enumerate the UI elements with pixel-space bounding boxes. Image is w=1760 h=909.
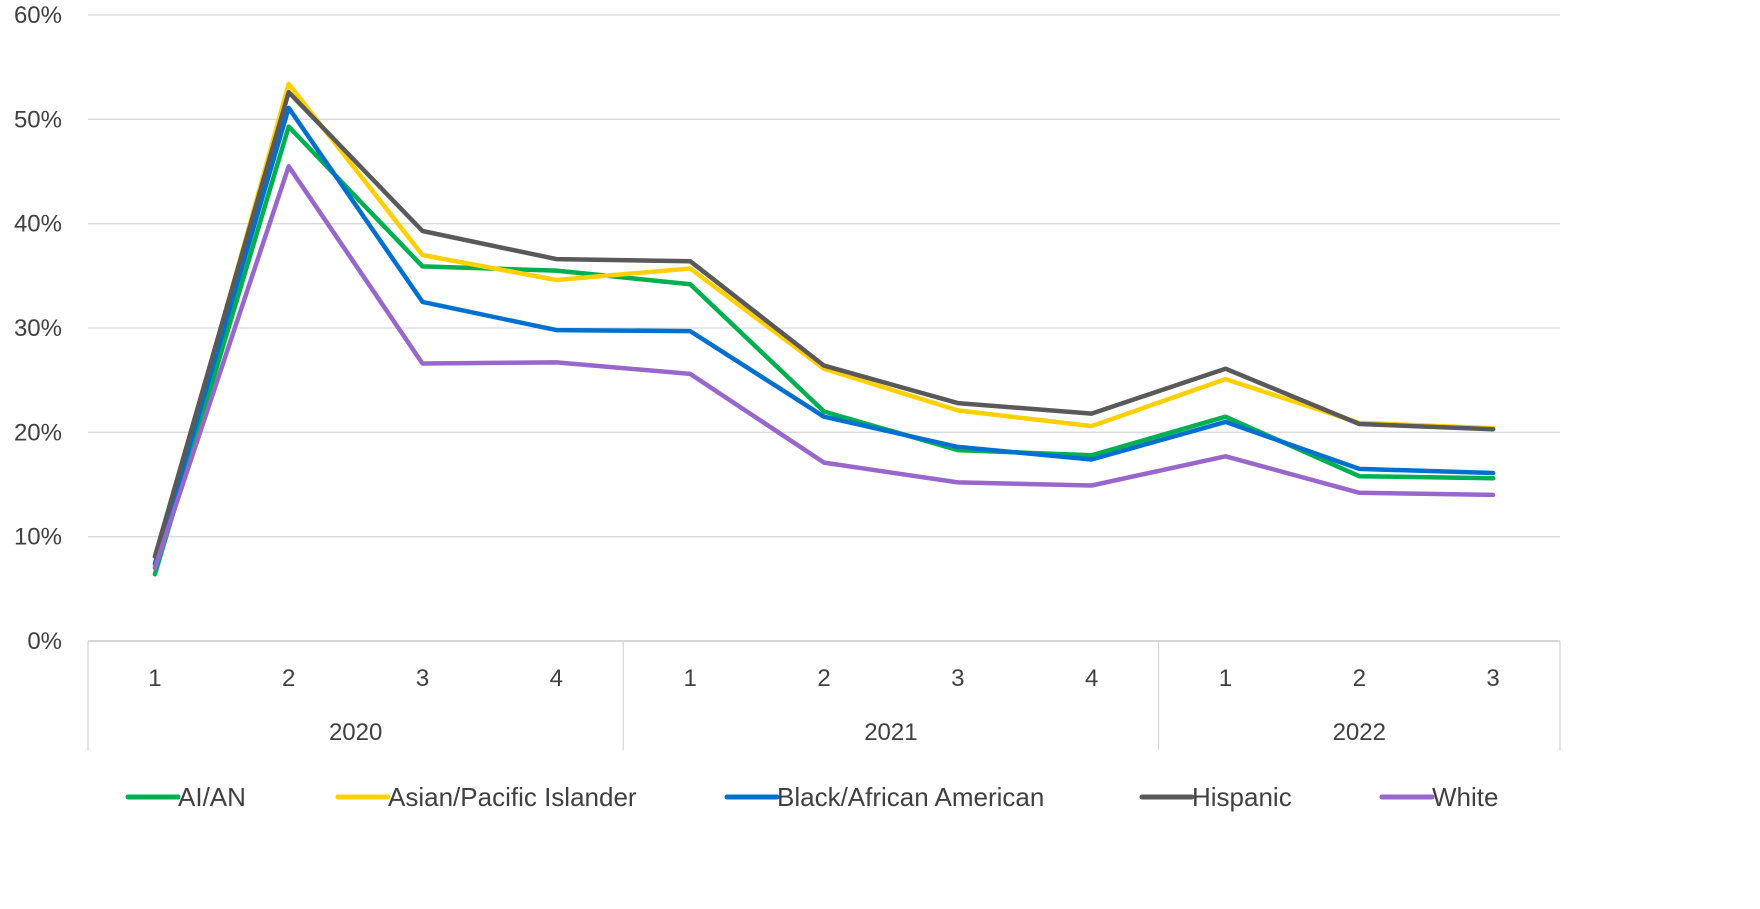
x-tick-label: 3 [1486, 665, 1499, 692]
y-tick-label: 20% [14, 419, 62, 446]
x-group-label: 2022 [1333, 719, 1386, 746]
x-tick-label: 2 [1353, 665, 1366, 692]
y-tick-label: 10% [14, 524, 62, 551]
x-tick-label: 1 [148, 665, 161, 692]
x-tick-label: 4 [550, 665, 563, 692]
x-tick-label: 3 [951, 665, 964, 692]
x-group-label: 2020 [329, 719, 382, 746]
legend-label-black-african-american: Black/African American [777, 782, 1044, 812]
series-line-black-african-american [152, 105, 1496, 567]
x-tick-label: 4 [1085, 665, 1098, 692]
legend-label-asian-pacific-islander: Asian/Pacific Islander [388, 782, 637, 812]
x-tick-label: 1 [684, 665, 697, 692]
series-line-hispanic [152, 89, 1496, 559]
legend-label-hispanic: Hispanic [1192, 782, 1292, 812]
x-axis: 1 2 3 4 1 2 3 4 1 2 3 2020 2021 2022 [87, 641, 1561, 750]
x-tick-label: 3 [416, 665, 429, 692]
series-lines [152, 81, 1496, 577]
series-line-white [152, 164, 1496, 571]
legend: AI/AN Asian/Pacific Islander Black/African… [125, 782, 1498, 812]
y-tick-label: 50% [14, 106, 62, 133]
y-axis: 0% 10% 20% 30% 40% 50% 60% [14, 2, 62, 655]
x-tick-label: 1 [1219, 665, 1232, 692]
y-tick-label: 40% [14, 211, 62, 238]
y-tick-label: 30% [14, 315, 62, 342]
y-tick-label: 0% [27, 628, 62, 655]
series-line-ai-an [152, 124, 1496, 577]
x-group-label: 2021 [864, 719, 917, 746]
y-tick-label: 60% [14, 2, 62, 29]
x-tick-label: 2 [282, 665, 295, 692]
legend-label-ai-an: AI/AN [178, 782, 246, 812]
legend-label-white: White [1432, 782, 1498, 812]
x-tick-label: 2 [817, 665, 830, 692]
series-line-asian-pacific-islander [152, 81, 1496, 569]
gridlines [88, 14, 1560, 642]
